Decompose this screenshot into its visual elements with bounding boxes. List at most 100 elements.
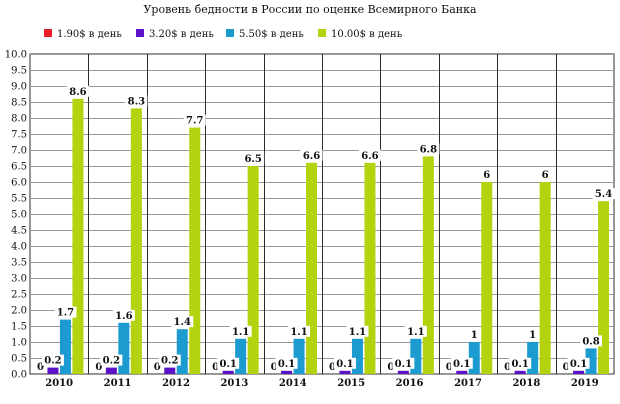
chart-title: Уровень бедности в России по оценке Всем… [143, 3, 476, 16]
data-label-bg [346, 325, 369, 337]
data-label-bg [242, 153, 265, 164]
y-tick-label: 6.0 [11, 178, 27, 189]
bar [339, 370, 351, 374]
data-label: 1.1 [349, 327, 366, 338]
data-label-bg [100, 354, 123, 366]
data-label-bg [275, 357, 298, 369]
bar [281, 370, 293, 374]
data-label-bg [592, 188, 615, 200]
data-label-bg [183, 114, 206, 126]
y-tick-label: 2.0 [11, 306, 27, 317]
data-label-bg [210, 361, 221, 372]
data-label: 0 [446, 362, 453, 373]
data-label: 0 [154, 362, 161, 373]
data-label: 0.1 [219, 359, 236, 370]
y-tick-label: 6.5 [11, 162, 27, 173]
bar [410, 338, 422, 374]
data-label: 0.1 [453, 359, 470, 370]
bar [527, 342, 539, 374]
data-label: 0.2 [44, 356, 61, 367]
data-label-bg [444, 361, 455, 372]
data-label: 6.6 [303, 151, 320, 162]
bar [514, 370, 526, 374]
data-label-bg [35, 361, 46, 372]
bar [293, 338, 305, 374]
x-tick-label: 2015 [337, 378, 365, 389]
bar [422, 156, 434, 374]
legend-label: 10.00$ в день [331, 29, 403, 40]
y-tick-label: 1.0 [11, 338, 27, 349]
legend-swatch [44, 29, 52, 37]
y-tick-label: 5.5 [11, 194, 27, 205]
bar [189, 127, 201, 374]
data-label: 0.1 [570, 359, 587, 370]
data-label: 0.2 [103, 356, 120, 367]
data-label: 1.1 [232, 327, 249, 338]
x-tick-label: 2011 [104, 378, 132, 389]
y-tick-label: 7.0 [11, 146, 27, 157]
x-tick-label: 2017 [454, 378, 482, 389]
grid [29, 53, 615, 375]
y-tick-label: 8.5 [11, 98, 27, 109]
y-tick-label: 4.5 [11, 226, 27, 237]
data-label: 8.6 [69, 87, 86, 98]
bar [539, 182, 551, 374]
bar [351, 338, 363, 374]
y-axis: 0.0 0.5 1.0 1.5 2.0 2.5 3.0 3.5 4.0 4.5 5.0 5.5 6.0 6… [5, 50, 27, 381]
data-label: 0.8 [582, 336, 599, 347]
legend-label: 1.90$ в день [57, 29, 122, 40]
legend-swatch [318, 29, 326, 37]
bar [176, 329, 188, 374]
legend: 1.90$ в день 3.20$ в день 5.50$ в день 10.0… [44, 29, 403, 40]
bar [130, 108, 142, 375]
bar [481, 182, 493, 374]
data-label-bg [469, 329, 480, 340]
data-label-bg [404, 325, 427, 337]
data-labels: 00.21.78.600.21.68.300.21.47.70 0.11.16.5… [35, 85, 615, 373]
y-tick-label: 5.0 [11, 210, 27, 221]
y-tick-label: 0.0 [11, 370, 27, 381]
data-label: 1.6 [115, 311, 132, 322]
bar [164, 367, 176, 374]
bar [222, 370, 234, 374]
data-label: 0 [504, 362, 511, 373]
data-label: 0.1 [278, 359, 295, 370]
data-label: 0 [37, 362, 44, 373]
data-label: 1.1 [407, 327, 424, 338]
data-label-bg [358, 149, 381, 161]
y-tick-label: 10.0 [5, 50, 27, 61]
bar [585, 348, 597, 374]
y-tick-label: 1.5 [11, 322, 27, 333]
data-label-bg [502, 361, 513, 372]
x-tick-label: 2018 [512, 378, 540, 389]
y-tick-label: 2.5 [11, 290, 27, 301]
data-label-bg [112, 309, 135, 321]
x-tick-label: 2012 [162, 378, 190, 389]
y-tick-label: 9.5 [11, 66, 27, 77]
legend-label: 3.20$ в день [149, 29, 214, 40]
data-label-bg [125, 95, 148, 107]
data-label: 1.7 [57, 308, 74, 319]
bar [456, 370, 468, 374]
data-label: 0.1 [336, 359, 353, 370]
data-label: 5.4 [595, 189, 612, 200]
data-label-bg [269, 361, 280, 372]
data-label: 1 [529, 330, 536, 341]
legend-label: 5.50$ в день [239, 29, 304, 40]
x-tick-label: 2014 [279, 378, 307, 389]
data-label-bg [93, 361, 104, 372]
data-label-bg [217, 357, 240, 369]
legend-swatch [226, 29, 234, 37]
y-tick-label: 3.0 [11, 274, 27, 285]
data-label: 6 [542, 170, 549, 181]
bars [47, 98, 610, 375]
data-label: 0 [563, 362, 570, 373]
data-label-bg [54, 306, 77, 318]
x-axis: 2010 2011 2012 2013 2014 2015 2016 2017 2018 2019 [45, 378, 598, 389]
data-label: 7.7 [186, 116, 203, 127]
bar [118, 322, 130, 374]
data-label-bg [229, 325, 252, 337]
bar [235, 338, 247, 374]
data-label-bg [333, 357, 356, 369]
